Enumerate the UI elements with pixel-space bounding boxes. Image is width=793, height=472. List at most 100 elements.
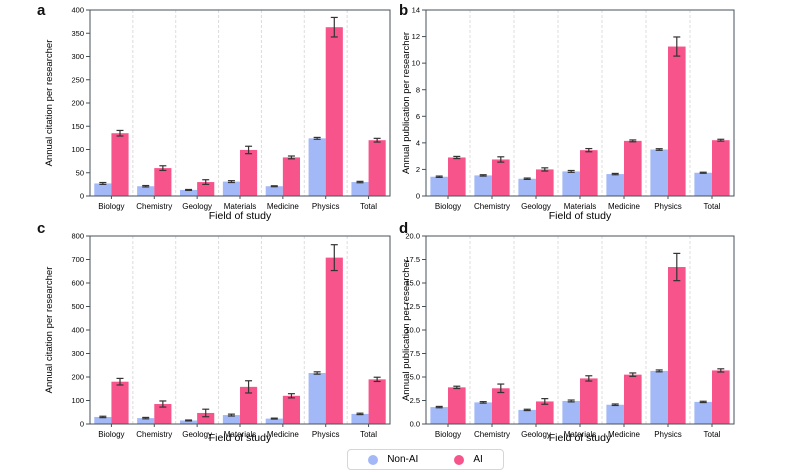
y-tick-label: 250 [71,75,84,84]
y-tick-label: 10.0 [405,326,420,335]
x-tick-label: Total [704,430,721,439]
x-tick-label: Total [704,202,721,211]
bar-ai-physics [668,267,686,424]
error-bar [585,375,593,382]
bar-nonai-total [694,172,712,196]
bar-nonai-chemistry [137,186,155,196]
y-tick-label: 14 [412,6,420,15]
bar-nonai-physics [650,370,668,424]
panel-c: c 0 100 200 300 400 500 600 700 800 Biology Chemis… [0,221,396,447]
bar-ai-physics [325,257,343,424]
bar-ai-chemistry [154,168,172,196]
x-tick-label: Medicine [608,202,641,211]
y-tick-label: 50 [76,168,84,177]
bar-ai-chemistry [492,159,510,196]
bar-nonai-medicine [265,418,283,424]
bar-ai-total [712,370,730,424]
error-bar [541,167,549,172]
y-tick-label: 8 [416,85,420,94]
y-tick-label: 200 [71,99,84,108]
error-bar [99,415,107,419]
bar-ai-physics [668,46,686,197]
bar-nonai-geology [180,420,198,424]
panel-label-d: d [399,220,409,237]
bar-nonai-physics [308,373,326,424]
y-tick-label: 300 [71,52,84,61]
error-bar [523,408,531,412]
x-tick-label: Materials [224,202,256,211]
bar-nonai-biology [430,407,448,424]
error-bar [270,417,278,420]
legend: Non-AI AI [0,449,793,470]
bar-nonai-chemistry [474,175,492,196]
legend-item-ai: AI [454,454,483,465]
x-tick-label: Medicine [608,430,641,439]
x-axis-label: Field of study [549,432,612,444]
bar-ai-materials [580,378,598,424]
legend-label-ai: AI [473,454,483,465]
error-bar [142,416,150,420]
y-tick-label: 0 [80,420,84,429]
error-bar [185,188,193,192]
x-tick-label: Materials [224,430,256,439]
bar-nonai-biology [430,176,448,196]
legend-item-nonai: Non-AI [368,454,418,465]
chart-c: 0 100 200 300 400 500 600 700 800 Biology Chemistr… [44,232,391,444]
error-bar [313,136,321,140]
y-axis-label: Annual publication per researcher [401,259,412,401]
error-bar [185,419,193,422]
x-axis-label: Field of study [209,432,272,444]
error-bar [202,408,210,418]
bar-ai-medicine [282,395,300,424]
error-bar [313,371,321,375]
x-tick-label: Geology [182,430,212,439]
bar-nonai-medicine [606,404,624,424]
y-tick-label: 600 [71,279,84,288]
bar-nonai-materials [222,415,240,424]
error-bar [356,412,364,416]
bar-ai-total [368,140,386,196]
x-tick-label: Biology [98,430,124,439]
x-axis-label: Field of study [549,210,612,222]
x-tick-label: Biology [435,430,461,439]
plot-area-b: 0 2 4 6 8 10 12 14 Biology Chemistry Geology Materi… [401,6,735,222]
error-bar [99,181,107,185]
bar-ai-medicine [624,140,642,196]
y-tick-label: 17.5 [405,255,420,264]
error-bar [356,180,364,184]
bar-nonai-geology [518,178,536,196]
x-tick-label: Medicine [267,202,300,211]
error-bar [567,169,575,173]
error-bar [116,377,124,386]
error-bar [142,184,150,188]
bar-nonai-biology [94,416,112,424]
bar-ai-geology [197,182,215,196]
x-tick-label: Physics [312,430,340,439]
y-tick-label: 5.0 [410,373,420,382]
error-bar [330,16,338,38]
y-tick-label: 15.0 [405,279,420,288]
bar-nonai-chemistry [137,418,155,424]
bar-nonai-materials [222,181,240,196]
y-tick-label: 350 [71,29,84,38]
legend-label-nonai: Non-AI [387,454,419,465]
panel-label-b: b [399,2,409,19]
x-tick-label: Total [360,430,377,439]
bar-ai-biology [111,133,129,196]
ai-marker-icon [454,454,465,465]
error-bar [673,36,681,57]
y-tick-label: 20.0 [405,232,420,241]
error-bar [245,380,253,394]
x-tick-label: Physics [312,202,340,211]
x-tick-label: Geology [521,430,551,439]
y-tick-label: 400 [71,326,84,335]
error-bar [655,148,663,151]
bar-nonai-geology [518,409,536,424]
error-bar [287,155,295,160]
error-bar [699,171,707,174]
x-tick-label: Geology [182,202,212,211]
bar-ai-total [368,379,386,424]
error-bar [330,244,338,272]
nonai-marker-icon [368,454,379,465]
panel-b: b 0 2 4 6 8 10 12 14 Biology Chemistry Geology Mate… [397,0,793,225]
